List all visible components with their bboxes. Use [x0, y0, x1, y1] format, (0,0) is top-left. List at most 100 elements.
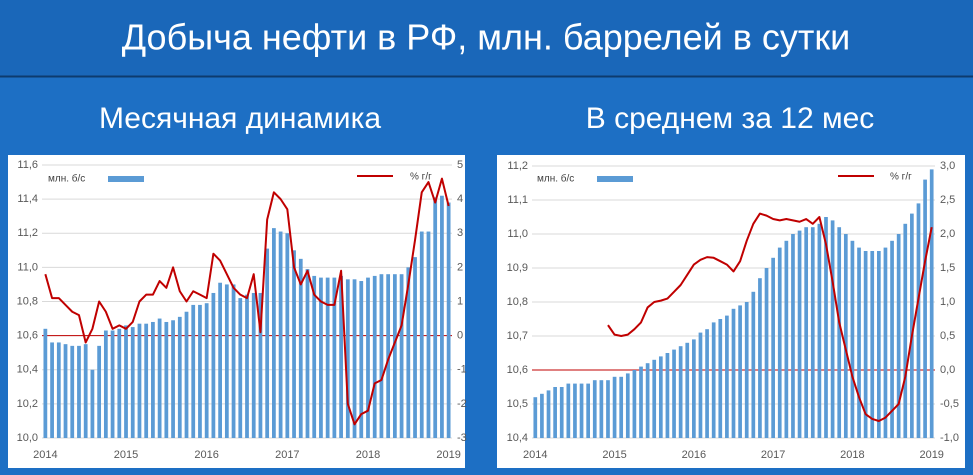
bar: [645, 363, 650, 438]
y-tick-label: 11,0: [17, 261, 38, 273]
bar: [151, 321, 155, 438]
legend-swatch: [597, 176, 633, 182]
y-tick-label: 11,2: [17, 227, 38, 239]
bar: [559, 387, 564, 438]
bar: [632, 370, 637, 438]
bar: [137, 323, 142, 438]
bar: [784, 240, 789, 438]
bar: [211, 292, 216, 438]
bar: [231, 284, 236, 438]
bar: [586, 383, 591, 438]
bar: [339, 275, 343, 438]
y2-tick-label: 2,5: [940, 194, 955, 206]
bar: [406, 267, 411, 438]
bar: [903, 223, 908, 438]
bar: [345, 279, 350, 438]
bar: [698, 332, 703, 438]
bar: [130, 327, 135, 438]
bar: [916, 203, 921, 438]
bar: [292, 250, 296, 438]
bar: [546, 390, 551, 438]
bar: [352, 279, 357, 438]
y2-tick-label: -1: [457, 364, 467, 376]
bar: [191, 304, 196, 438]
bar: [692, 339, 696, 438]
bar: [117, 328, 122, 438]
y-tick-label: 11,2: [507, 160, 528, 172]
legend-label: % г/г: [410, 172, 432, 183]
bar: [272, 228, 276, 438]
bar: [177, 316, 182, 438]
bar: [837, 227, 842, 438]
x-tick-label: 2017: [275, 449, 299, 461]
bar: [63, 344, 68, 438]
y2-tick-label: 3: [457, 227, 463, 239]
y-tick-label: 11,1: [507, 194, 528, 206]
bar: [164, 321, 169, 438]
bar: [876, 251, 881, 438]
bar: [870, 251, 875, 438]
bar: [804, 227, 809, 438]
x-tick-label: 2019: [436, 449, 460, 461]
y2-tick-label: 0,5: [940, 330, 955, 342]
y2-tick-label: -0,5: [940, 398, 959, 410]
y-tick-label: 11,0: [507, 228, 528, 240]
y2-tick-label: 1,5: [940, 262, 955, 274]
x-tick-label: 2016: [194, 449, 218, 461]
bar: [305, 269, 310, 438]
x-tick-label: 2018: [356, 449, 380, 461]
bar: [751, 291, 756, 438]
bar: [579, 383, 584, 438]
bar: [771, 257, 775, 438]
y-tick-label: 10,6: [507, 364, 528, 376]
bar: [372, 275, 377, 438]
bar: [224, 284, 229, 438]
bar: [652, 359, 657, 438]
bar: [540, 393, 544, 438]
bar: [359, 281, 364, 438]
bar: [857, 247, 861, 438]
y-tick-label: 10,4: [507, 432, 528, 444]
bar: [218, 282, 222, 438]
bar: [910, 213, 914, 438]
bar: [533, 397, 538, 438]
bar: [319, 277, 323, 438]
bar: [144, 323, 149, 438]
bar: [238, 298, 243, 438]
bar: [553, 387, 557, 438]
bar: [619, 376, 624, 438]
bar: [392, 274, 397, 438]
bar: [426, 231, 431, 438]
bar: [399, 274, 404, 438]
bar: [612, 376, 617, 438]
bar: [658, 356, 663, 438]
bar: [77, 345, 81, 438]
bar: [810, 227, 815, 438]
bar: [70, 345, 75, 438]
bar: [103, 330, 108, 438]
chart-subtitle: Месячная динамика: [99, 102, 381, 135]
x-tick-label: 2019: [919, 449, 943, 461]
bar: [665, 353, 670, 438]
y2-tick-label: 3,0: [940, 160, 955, 172]
bar: [83, 344, 88, 438]
y-tick-label: 10,6: [17, 330, 38, 342]
bar: [883, 247, 888, 438]
bar: [685, 342, 690, 438]
chart-subtitle: В среднем за 12 мес: [586, 102, 875, 135]
y-tick-label: 10,7: [507, 330, 528, 342]
bar: [312, 275, 317, 438]
y2-tick-label: 1,0: [940, 296, 955, 308]
bar: [413, 257, 417, 438]
bar: [43, 328, 48, 438]
bar: [110, 330, 115, 438]
bar: [245, 294, 249, 438]
x-tick-label: 2018: [840, 449, 864, 461]
bar: [97, 345, 102, 438]
bar: [50, 342, 54, 438]
bar: [198, 304, 202, 438]
bar: [204, 303, 209, 438]
x-tick-label: 2015: [602, 449, 626, 461]
bar: [863, 251, 868, 438]
